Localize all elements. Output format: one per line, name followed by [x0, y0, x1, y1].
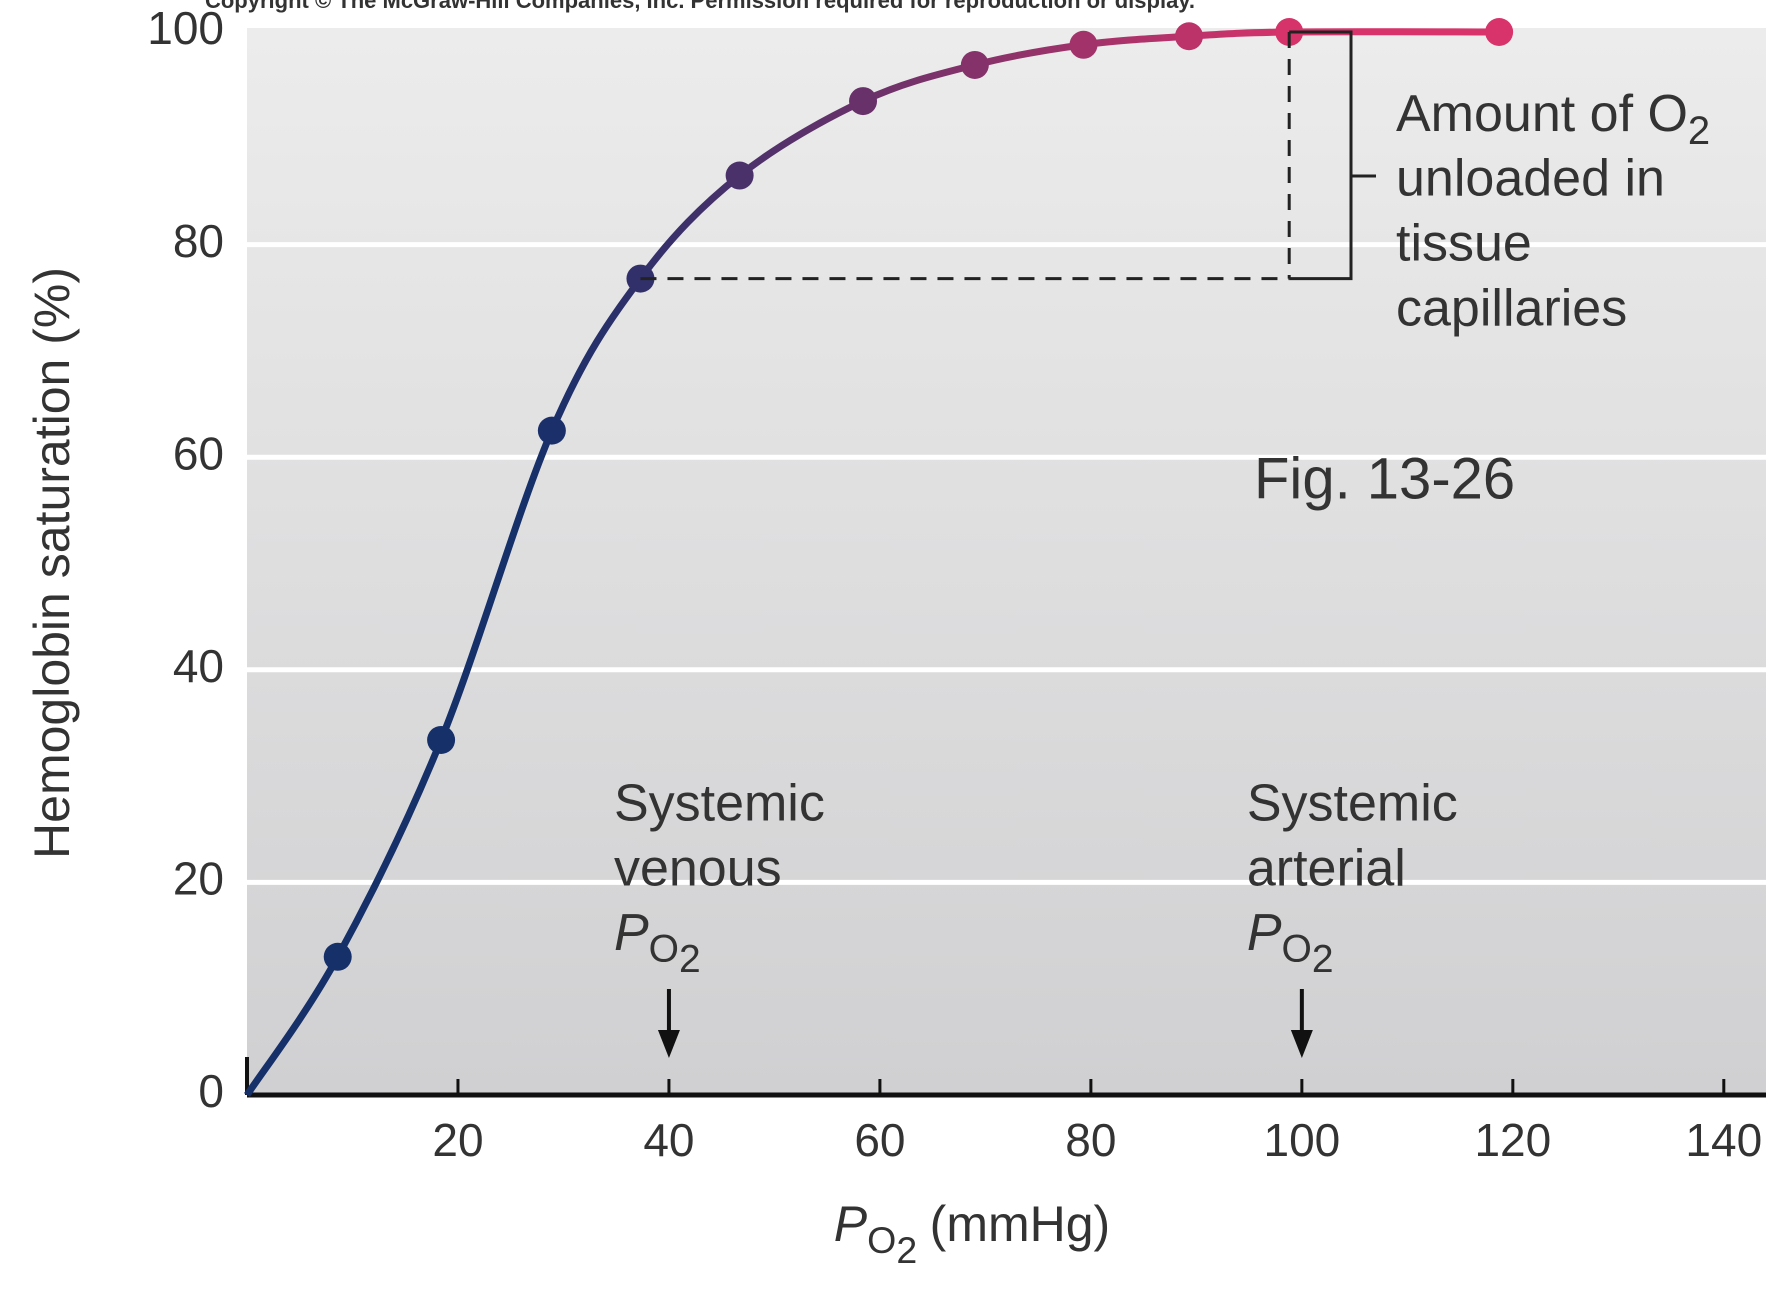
x-axis-label: PO2 (mmHg)	[834, 1196, 1110, 1271]
data-point	[537, 416, 566, 445]
data-point	[1174, 22, 1203, 51]
curve-lead	[244, 955, 341, 1097]
data-point	[1485, 18, 1514, 46]
annotation: unloaded in	[1396, 150, 1665, 208]
y-tick-label: 40	[173, 640, 224, 692]
curve	[334, 28, 1500, 959]
annotation: Systemic	[1247, 775, 1458, 833]
annotation-p: PO2	[614, 904, 701, 982]
plot-background	[247, 28, 1766, 1095]
x-tick-label: 140	[1685, 1114, 1762, 1166]
data-point	[323, 942, 352, 971]
x-tick-label: 40	[643, 1114, 694, 1166]
bracket	[1289, 30, 1376, 281]
x-tick-label: 80	[1065, 1114, 1116, 1166]
copyright: Copyright © The McGraw-Hill Companies, I…	[205, 0, 1195, 13]
x-tick-label: 60	[854, 1114, 905, 1166]
annotation: venous	[614, 840, 782, 898]
y-tick-label: 0	[198, 1065, 224, 1117]
x-axis-label-italic: P	[834, 1196, 868, 1252]
x-axis-label-sub: O	[867, 1219, 896, 1261]
data-point	[427, 725, 456, 754]
annotation: Systemic	[614, 775, 825, 833]
plot: 0 20 40 60 80 100 20 40 60 80 100 120 140 Hemoglobin …	[24, 2, 1766, 1271]
data-point	[1069, 30, 1098, 59]
annotation-p-italic: P	[1247, 904, 1282, 962]
x-axis-label-rest: (mmHg)	[930, 1196, 1111, 1252]
data-point	[725, 161, 754, 190]
figure-label: Fig. 13-26	[1254, 446, 1515, 511]
annotation: arterial	[1247, 840, 1406, 898]
y-axis-label: Hemoglobin saturation (%)	[24, 267, 80, 859]
y-tick-label: 20	[173, 853, 224, 905]
annotation-p-sub: O	[649, 928, 679, 971]
annotation-text: Amount of O	[1396, 85, 1688, 143]
annotation-p: PO2	[1247, 904, 1334, 982]
annotation-p-sub: O	[1282, 928, 1312, 971]
data-point	[960, 50, 989, 79]
y-tick-label: 100	[147, 2, 224, 54]
annotation-sub: 2	[1688, 109, 1710, 153]
annotation: Amount of O2	[1396, 85, 1710, 153]
y-tick-label: 60	[173, 427, 224, 479]
arrow-head	[1290, 1030, 1313, 1058]
x-tick-label: 120	[1474, 1114, 1551, 1166]
annotation-p-subsub: 2	[1312, 938, 1334, 981]
annotation-p-subsub: 2	[679, 938, 701, 981]
annotation: tissue	[1396, 215, 1532, 273]
dashed-guide	[640, 32, 1291, 281]
y-tick-label: 80	[173, 215, 224, 267]
arrow-head	[657, 1030, 680, 1058]
x-tick-label: 100	[1263, 1114, 1340, 1166]
x-tick-label: 20	[432, 1114, 483, 1166]
x-axis-label-subsub: 2	[896, 1229, 917, 1271]
data-point	[849, 87, 878, 116]
annotation-p-italic: P	[614, 904, 649, 962]
annotation: capillaries	[1396, 280, 1627, 338]
